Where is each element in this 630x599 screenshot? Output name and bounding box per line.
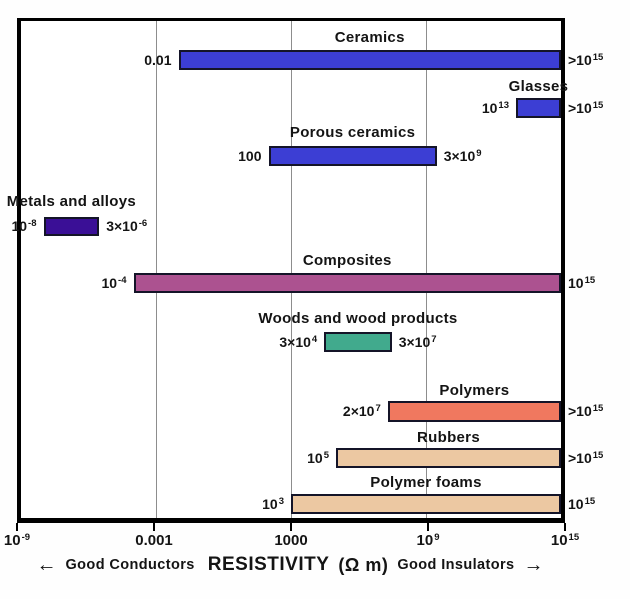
exponent: 15 [584, 275, 596, 286]
exponent: 5 [323, 450, 329, 461]
bar-max-value-polymer-foams: 1015 [568, 496, 596, 512]
bar-max-value-ceramics: >1015 [568, 52, 604, 68]
bar-label-ceramics: Ceramics [334, 29, 405, 46]
bar-metals-and-alloys [43, 217, 100, 236]
x-axis: 10-9 0.001 1000 109 1015 [4, 523, 579, 565]
tick-label: 109 [416, 532, 440, 549]
exponent: 4 [311, 334, 318, 345]
bar-max-value-porous-ceramics: 3×109 [443, 148, 482, 164]
gridline [291, 21, 292, 518]
exponent: 15 [592, 403, 604, 414]
bar-min-value-polymer-foams: 103 [262, 496, 284, 512]
exponent: 15 [592, 100, 604, 111]
bar-label-rubbers: Rubbers [417, 429, 480, 446]
bar-max-value-metals-and-alloys: 3×10-6 [106, 218, 148, 234]
bar-ceramics [178, 50, 561, 70]
bar-label-polymers: Polymers [439, 382, 510, 399]
resistivity-units: (Ω m) [338, 554, 389, 575]
gridline [156, 21, 157, 518]
bar-label-composites: Composites [302, 252, 392, 269]
bar-min-value-polymers: 2×107 [342, 403, 381, 419]
tick-label: 10-9 [3, 532, 31, 549]
axis-caption: ← Good Conductors RESISTIVITY (Ω m) Good… [0, 554, 580, 576]
bar-max-value-rubbers: >1015 [568, 450, 604, 466]
bar-woods-and-wood-products [324, 332, 392, 352]
bar-max-value-glasses: >1015 [568, 100, 604, 116]
exponent: 3 [278, 496, 284, 507]
bar-min-value-glasses: 1013 [481, 100, 509, 116]
bar-porous-ceramics [268, 146, 437, 166]
bar-min-value-metals-and-alloys: 10-8 [11, 218, 37, 234]
good-insulators-label: Good Insulators [397, 557, 515, 573]
bar-min-value-ceramics: 0.01 [144, 52, 172, 68]
left-arrow-icon: ← [36, 554, 57, 576]
bar-label-metals-and-alloys: Metals and alloys [6, 193, 137, 210]
bar-min-value-woods-and-wood-products: 3×104 [279, 334, 318, 350]
bar-max-value-woods-and-wood-products: 3×107 [398, 334, 437, 350]
bar-label-porous-ceramics: Porous ceramics [289, 124, 416, 141]
good-conductors-label: Good Conductors [65, 557, 195, 573]
bar-min-value-composites: 10-4 [101, 275, 127, 291]
exponent: 15 [568, 532, 580, 543]
exponent: 9 [476, 148, 482, 159]
exponent: -4 [118, 275, 127, 286]
tick-mark [564, 523, 566, 531]
exponent: 13 [498, 100, 509, 111]
bar-polymer-foams [291, 494, 561, 514]
bar-max-value-composites: 1015 [568, 275, 596, 291]
bar-min-value-rubbers: 105 [307, 450, 329, 466]
tick-mark [427, 523, 429, 531]
exponent: -8 [28, 218, 37, 229]
bar-glasses [516, 98, 561, 118]
exponent: 7 [375, 403, 381, 414]
bar-composites [133, 273, 561, 293]
bar-label-woods-and-wood-products: Woods and wood products [258, 310, 458, 327]
tick-label: 1000 [274, 532, 308, 549]
right-arrow-icon: → [523, 554, 544, 576]
gridline [426, 21, 427, 518]
plot-area: Ceramics 0.01 >1015 Glasses 1013 >1015 Porous … [7, 18, 603, 523]
exponent: 15 [592, 450, 604, 461]
tick-label: 1015 [550, 532, 580, 549]
exponent: 15 [592, 52, 604, 63]
exponent: -9 [21, 532, 31, 543]
exponent: 9 [434, 532, 440, 543]
bar-min-value-porous-ceramics: 100 [238, 148, 262, 164]
bar-polymers [387, 401, 561, 422]
exponent: -6 [138, 218, 148, 229]
resistivity-title: RESISTIVITY [207, 554, 330, 575]
exponent: 7 [431, 334, 437, 345]
bar-label-polymer-foams: Polymer foams [370, 474, 482, 491]
bar-max-value-polymers: >1015 [568, 403, 604, 419]
tick-mark [290, 523, 292, 531]
tick-label: 0.001 [135, 532, 173, 549]
tick-mark [153, 523, 155, 531]
tick-mark [16, 523, 18, 531]
exponent: 15 [584, 496, 596, 507]
bar-label-glasses: Glasses [508, 78, 569, 95]
bar-rubbers [336, 448, 561, 468]
